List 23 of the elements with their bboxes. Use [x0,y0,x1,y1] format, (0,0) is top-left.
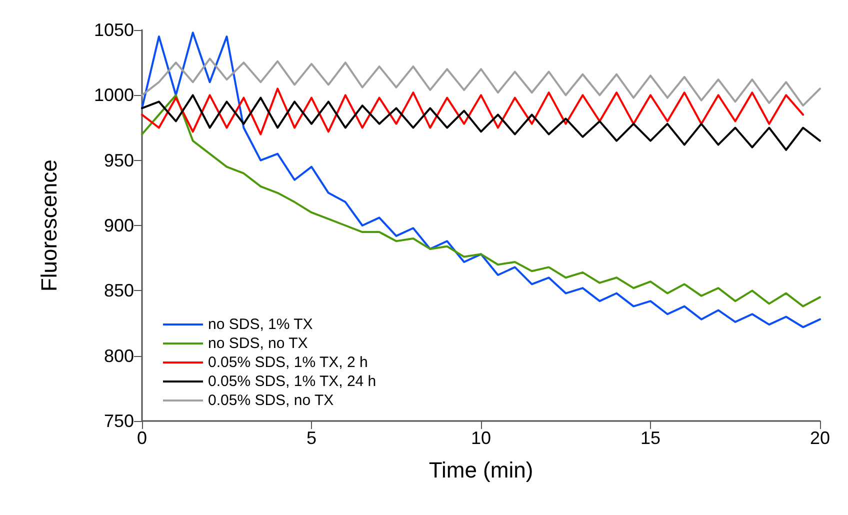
x-tick-label: 20 [810,428,830,448]
legend-label: no SDS, no TX [208,335,308,352]
legend-label: 0.05% SDS, 1% TX, 24 h [208,373,376,390]
y-tick-label: 950 [104,150,134,170]
x-tick-label: 5 [306,428,317,448]
legend-label: no SDS, 1% TX [208,316,313,333]
y-tick-label: 900 [104,216,134,236]
line-series [141,94,821,151]
y-tick-label: 1050 [94,20,134,40]
x-axis-title: Time (min) [428,458,534,482]
y-tick-label: 750 [104,411,134,431]
legend-label: 0.05% SDS, 1% TX, 2 h [208,354,368,371]
x-tick-label: 10 [470,428,492,448]
x-tick-label: 15 [640,428,661,448]
line-series [141,94,821,308]
x-tick-label: 0 [136,428,148,448]
line-series [141,88,804,136]
legend-label: 0.05% SDS, no TX [208,392,334,409]
line-series [141,58,821,107]
y-tick-label: 850 [104,280,134,301]
y-tick-label: 800 [104,346,134,366]
y-axis-title: Fluorescence [36,159,62,292]
y-tick-label: 1000 [94,85,134,106]
